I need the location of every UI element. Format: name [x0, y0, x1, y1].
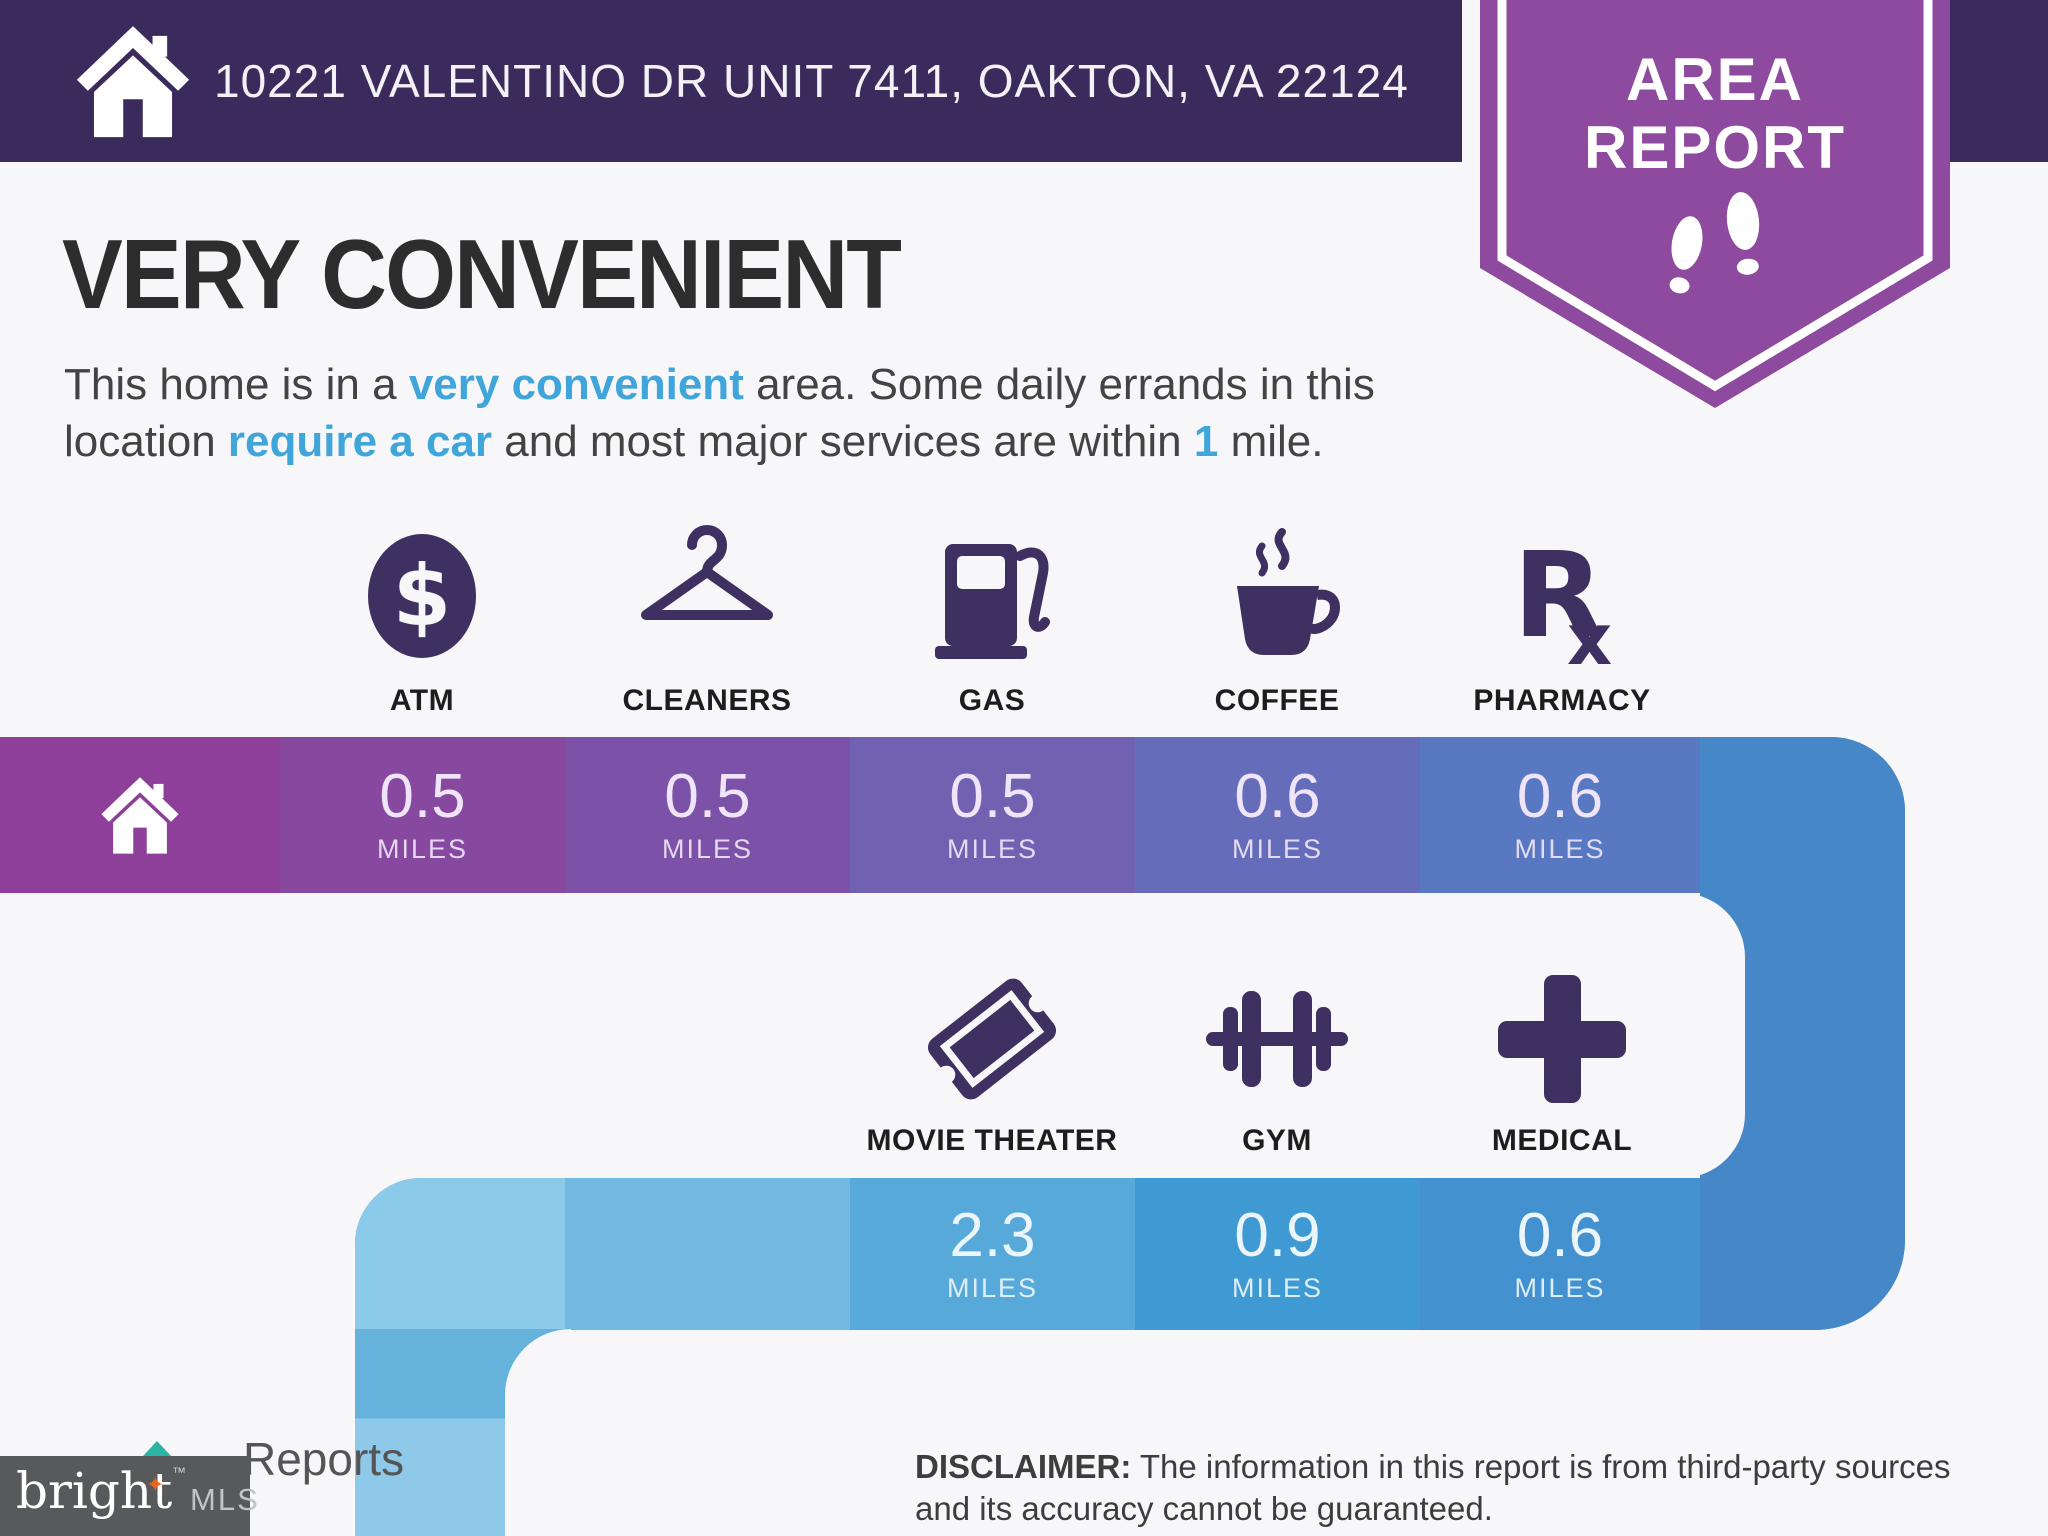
- band1-right-cap: [1700, 737, 1905, 893]
- service-pharmacy: R x PHARMACY: [1419, 518, 1705, 718]
- service-label: MOVIE THEATER: [866, 1124, 1118, 1157]
- home-icon: [76, 26, 190, 138]
- intro-text: This home is in a: [64, 360, 409, 409]
- distance-unit: MILES: [1514, 1272, 1606, 1303]
- disclaimer-label: DISCLAIMER:: [915, 1448, 1132, 1485]
- service-gas: GAS: [849, 518, 1135, 718]
- distance-unit: MILES: [946, 833, 1039, 864]
- service-movie-theater: MOVIE THEATER: [849, 958, 1135, 1158]
- intro-highlight: very convenient: [408, 360, 744, 409]
- service-medical: MEDICAL: [1419, 958, 1705, 1158]
- trademark-symbol: ™: [172, 1464, 186, 1480]
- distance-unit: MILES: [376, 833, 469, 864]
- distance-value: 0.6: [1516, 1200, 1604, 1270]
- svg-text:$: $: [393, 547, 451, 645]
- service-label: ATM: [389, 684, 455, 717]
- distance-unit: MILES: [1231, 833, 1324, 864]
- ticket-icon: [927, 978, 1057, 1100]
- reports-logo-text: Reports: [243, 1433, 405, 1485]
- band1-pharmacy-distance: 0.6 MILES: [1420, 737, 1700, 893]
- coffee-cup-icon: [1237, 528, 1340, 655]
- service-gym: GYM: [1134, 958, 1420, 1158]
- distance-value: 0.6: [1234, 761, 1321, 831]
- band1-coffee-distance: 0.6 MILES: [1135, 737, 1420, 893]
- band1-home-cell: [0, 737, 280, 893]
- reports-logo-roof-icon: [143, 1441, 171, 1456]
- service-cleaners: CLEANERS: [564, 518, 850, 718]
- badge-line1: AREA: [1626, 46, 1804, 113]
- intro-paragraph: This home is in a very convenient area. …: [64, 356, 1434, 470]
- service-coffee: COFFEE: [1134, 518, 1420, 718]
- hanger-icon: [641, 525, 773, 620]
- flow-pipe-descender: [355, 1329, 505, 1536]
- distance-value: 0.5: [664, 761, 751, 831]
- band2-movie-distance: 2.3 MILES: [850, 1178, 1135, 1330]
- medical-cross-icon: [1498, 975, 1626, 1103]
- band1-cleaners-distance: 0.5 MILES: [565, 737, 850, 893]
- distance-unit: MILES: [1514, 833, 1606, 864]
- band2-empty-cell-1: [355, 1178, 565, 1330]
- mls-wordmark: MLS: [190, 1482, 260, 1517]
- gas-pump-icon: [935, 544, 1050, 659]
- distance-value: 0.5: [379, 761, 466, 831]
- bright-mls-logo: bright ✦ ™ MLS: [0, 1456, 258, 1536]
- service-label: COFFEE: [1214, 684, 1340, 717]
- band1-atm-distance: 0.5 MILES: [280, 737, 565, 893]
- disclaimer: DISCLAIMER: The information in this repo…: [915, 1446, 1995, 1530]
- property-address: 10221 VALENTINO DR UNIT 7411, OAKTON, VA…: [214, 55, 1409, 107]
- distance-band-1: 0.5 MILES 0.5 MILES 0.5 MILES 0.6 MILES …: [0, 737, 1905, 893]
- dollar-circle-icon: $: [368, 534, 476, 658]
- bright-wordmark: bright: [16, 1462, 173, 1520]
- service-label: PHARMACY: [1473, 684, 1651, 717]
- intro-text: mile.: [1218, 417, 1324, 467]
- svg-text:x: x: [1567, 599, 1612, 674]
- disclaimer-text: The information in this report is from t…: [915, 1448, 1951, 1527]
- dumbbell-icon: [1206, 991, 1348, 1087]
- band2-medical-distance: 0.6 MILES: [1420, 1178, 1700, 1330]
- band2-empty-cell-2: [565, 1178, 850, 1330]
- service-label: CLEANERS: [622, 684, 792, 717]
- home-icon: [101, 777, 179, 854]
- rx-icon: R x: [1513, 526, 1612, 674]
- service-label: GYM: [1242, 1124, 1312, 1157]
- distance-value: 0.6: [1516, 761, 1604, 831]
- service-label: GAS: [958, 684, 1026, 717]
- intro-highlight: require a car: [227, 417, 493, 467]
- distance-value: 2.3: [949, 1200, 1036, 1270]
- service-label: MEDICAL: [1491, 1124, 1633, 1157]
- intro-text: area. Some daily errands in this locatio…: [64, 360, 1375, 467]
- area-report-badge: AREA REPORT: [1480, 0, 1950, 408]
- band2-gym-distance: 0.9 MILES: [1135, 1178, 1420, 1330]
- band2-right-cap: [1700, 1178, 1905, 1330]
- service-atm: $ ATM: [279, 518, 565, 718]
- footprints-icon: [1669, 192, 1760, 294]
- badge-pennant-shape: [1480, 0, 1950, 408]
- badge-left-gap: [1462, 0, 1480, 162]
- badge-inner-outline: [1497, 0, 1933, 392]
- badge-line2: REPORT: [1584, 114, 1846, 181]
- distance-unit: MILES: [946, 1272, 1039, 1303]
- intro-highlight: 1: [1193, 417, 1219, 467]
- distance-band-2: 2.3 MILES 0.9 MILES 0.6 MILES: [355, 1178, 1905, 1330]
- intro-text: and most major services are within: [492, 417, 1194, 467]
- distance-unit: MILES: [661, 833, 754, 864]
- page-title: VERY CONVENIENT: [62, 219, 902, 329]
- distance-value: 0.9: [1234, 1200, 1321, 1270]
- distance-value: 0.5: [949, 761, 1036, 831]
- distance-unit: MILES: [1231, 1272, 1324, 1303]
- band1-gas-distance: 0.5 MILES: [850, 737, 1135, 893]
- star-icon: ✦: [146, 1472, 165, 1497]
- svg-text:R: R: [1513, 526, 1604, 664]
